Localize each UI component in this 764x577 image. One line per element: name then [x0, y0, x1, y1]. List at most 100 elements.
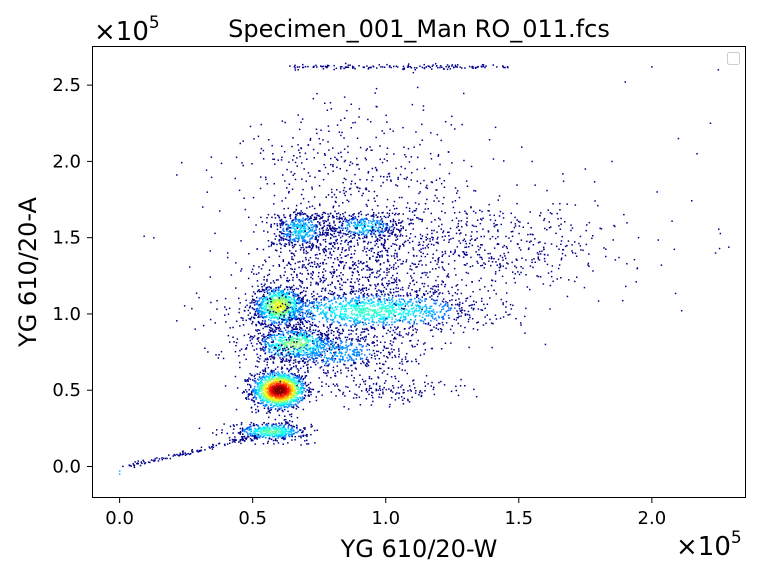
event-point: [290, 428, 293, 431]
event-point: [333, 293, 335, 295]
event-point: [345, 339, 348, 341]
event-point: [288, 341, 290, 343]
event-point: [278, 375, 280, 378]
event-point: [279, 395, 281, 397]
event-point: [347, 302, 349, 304]
event-point: [279, 388, 281, 391]
event-point: [264, 385, 266, 388]
event-point: [343, 317, 345, 320]
event-point: [275, 403, 277, 406]
event-point: [259, 290, 261, 293]
event-point: [234, 375, 237, 378]
event-point: [244, 430, 246, 433]
event-point: [252, 308, 255, 310]
event-point: [272, 349, 275, 352]
event-point: [292, 290, 295, 293]
event-point: [296, 328, 298, 331]
event-point: [407, 313, 409, 315]
event-point: [251, 336, 253, 338]
event-point: [249, 378, 252, 381]
event-point: [264, 312, 266, 315]
event-point: [274, 390, 277, 392]
event-point: [274, 383, 276, 386]
event-point: [351, 338, 354, 340]
event-point: [494, 314, 497, 316]
event-point: [340, 315, 342, 318]
event-point: [373, 301, 375, 304]
event-point: [277, 434, 279, 436]
event-point: [279, 340, 281, 343]
event-point: [310, 423, 312, 426]
event-point: [425, 308, 428, 311]
event-point: [292, 317, 295, 319]
event-point: [275, 385, 278, 387]
event-point: [268, 399, 271, 401]
event-point: [393, 291, 395, 294]
event-point: [265, 424, 267, 426]
event-point: [344, 360, 346, 362]
event-point: [301, 390, 303, 393]
event-point: [286, 430, 288, 433]
event-point: [301, 315, 304, 317]
event-point: [284, 415, 286, 417]
event-point: [292, 308, 294, 310]
event-point: [270, 433, 272, 435]
event-point: [285, 374, 288, 376]
event-point: [273, 288, 275, 291]
event-point: [278, 298, 280, 300]
event-point: [260, 395, 262, 398]
event-point: [280, 405, 282, 407]
event-point: [374, 328, 376, 331]
event-point: [291, 439, 293, 441]
event-point: [407, 334, 409, 336]
event-point: [286, 398, 289, 400]
event-point: [359, 358, 362, 360]
event-point: [294, 382, 296, 385]
event-point: [285, 384, 287, 386]
event-point: [245, 347, 248, 349]
event-point: [449, 299, 451, 302]
event-point: [285, 403, 287, 405]
event-point: [337, 348, 340, 351]
event-point: [313, 346, 315, 348]
event-point: [350, 311, 353, 313]
event-point: [259, 347, 262, 350]
event-point: [250, 391, 253, 394]
event-point: [394, 356, 397, 358]
event-point: [278, 297, 280, 299]
event-point: [288, 296, 290, 298]
event-point: [272, 382, 274, 385]
event-point: [305, 354, 307, 356]
event-point: [301, 431, 304, 433]
event-point: [307, 309, 309, 312]
event-point: [254, 377, 256, 380]
event-point: [373, 308, 375, 311]
event-point: [279, 352, 282, 355]
event-point: [382, 326, 385, 328]
event-point: [292, 330, 294, 333]
event-point: [400, 313, 403, 316]
event-point: [239, 361, 241, 364]
event-point: [260, 392, 263, 395]
event-point: [442, 305, 445, 308]
event-point: [282, 306, 285, 309]
event-point: [269, 379, 271, 382]
event-point: [353, 317, 356, 319]
event-point: [293, 324, 295, 326]
event-point: [276, 391, 279, 394]
event-point: [277, 289, 279, 291]
event-point: [366, 293, 369, 295]
event-point: [315, 351, 318, 353]
event-point: [349, 301, 351, 303]
event-point: [323, 344, 326, 347]
event-point: [372, 301, 374, 303]
event-point: [286, 280, 289, 282]
event-point: [271, 424, 273, 427]
event-point: [308, 389, 310, 392]
event-point: [251, 374, 253, 377]
event-point: [380, 307, 383, 309]
event-point: [287, 347, 290, 350]
event-point: [406, 303, 408, 306]
event-point: [288, 293, 290, 295]
event-point: [330, 315, 332, 317]
